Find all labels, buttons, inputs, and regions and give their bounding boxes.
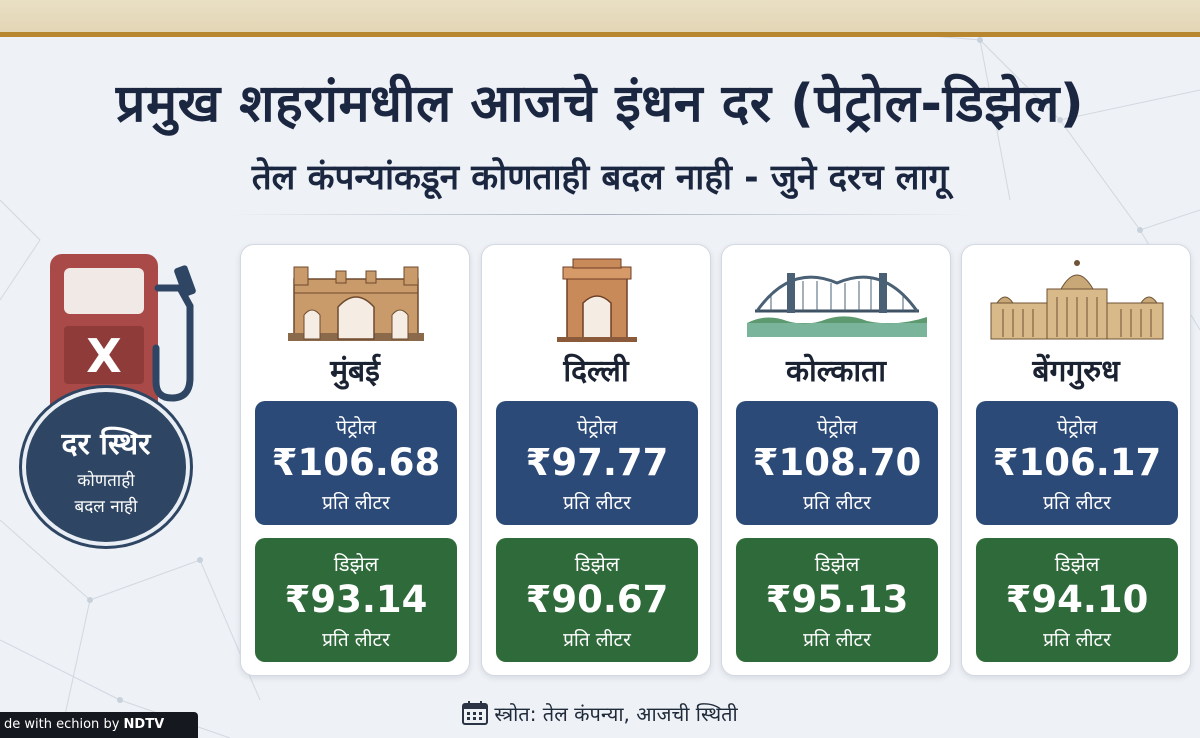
city-name: बेंगगुरुध	[1032, 354, 1120, 389]
petrol-price-box: पेट्रोल ₹106.68 प्रति लीटर	[255, 401, 457, 525]
status-badge: दर स्थिर कोणताही बदल नाही	[22, 388, 190, 546]
petrol-label: पेट्रोल	[335, 415, 377, 439]
petrol-unit: प्रति लीटर	[563, 492, 631, 514]
diesel-price: ₹93.14	[284, 578, 428, 621]
diesel-price-box: डिझेल ₹90.67 प्रति लीटर	[496, 538, 698, 662]
petrol-price-box: पेट्रोल ₹108.70 प्रति लीटर	[736, 401, 938, 525]
city-card-bengaluru: बेंगगुरुध पेट्रोल ₹106.17 प्रति लीटर डिझ…	[961, 244, 1191, 676]
credit-network: NDTV	[123, 717, 165, 732]
status-title: दर स्थिर	[61, 427, 151, 462]
diesel-price-box: डिझेल ₹93.14 प्रति लीटर	[255, 538, 457, 662]
diesel-price: ₹95.13	[765, 578, 909, 621]
subtitle-divider	[230, 214, 970, 215]
credit-brand: echion	[56, 717, 100, 732]
city-name: मुंबई	[330, 354, 380, 389]
diesel-unit: प्रति लीटर	[803, 629, 871, 651]
calendar-icon	[462, 701, 489, 725]
howrah-bridge-icon	[747, 273, 927, 337]
diesel-price: ₹90.67	[525, 578, 669, 621]
source-text: स्त्रोत: तेल कंपन्या, आजची स्थिती	[494, 702, 738, 726]
city-card-delhi: दिल्ली पेट्रोल ₹97.77 प्रति लीटर डिझेल ₹…	[481, 244, 711, 676]
status-text-line1: कोणताही	[77, 471, 135, 491]
diesel-label: डिझेल	[1054, 552, 1100, 576]
diesel-label: डिझेल	[814, 552, 860, 576]
gateway-of-india-icon	[288, 266, 424, 341]
city-name: कोल्काता	[785, 354, 887, 389]
diesel-price-box: डिझेल ₹94.10 प्रति लीटर	[976, 538, 1178, 662]
petrol-price-box: पेट्रोल ₹97.77 प्रति लीटर	[496, 401, 698, 525]
petrol-unit: प्रति लीटर	[1043, 492, 1111, 514]
diesel-unit: प्रति लीटर	[563, 629, 631, 651]
diesel-unit: प्रति लीटर	[322, 629, 390, 651]
diesel-unit: प्रति लीटर	[1043, 629, 1111, 651]
status-text-line2: बदल नाही	[74, 497, 138, 517]
diesel-price-box: डिझेल ₹95.13 प्रति लीटर	[736, 538, 938, 662]
vidhana-soudha-icon	[990, 260, 1164, 340]
petrol-label: पेट्रोल	[816, 415, 858, 439]
top-gold-rule	[0, 32, 1200, 37]
petrol-unit: प्रति लीटर	[322, 492, 390, 514]
city-card-kolkata: कोल्काता पेट्रोल ₹108.70 प्रति लीटर डिझे…	[721, 244, 951, 676]
petrol-label: पेट्रोल	[1056, 415, 1098, 439]
credit-watermark: de with echion by NDTV	[0, 712, 198, 738]
fuel-pump-icon: X	[50, 254, 196, 418]
city-card-mumbai: मुंबई पेट्रोल ₹106.68 प्रति लीटर डिझेल ₹…	[240, 244, 470, 676]
petrol-label: पेट्रोल	[576, 415, 618, 439]
source-note: स्त्रोत: तेल कंपन्या, आजची स्थिती	[0, 700, 1200, 727]
petrol-price-box: पेट्रोल ₹106.17 प्रति लीटर	[976, 401, 1178, 525]
page-subtitle: तेल कंपन्यांकडून कोणताही बदल नाही - जुने…	[251, 158, 949, 198]
city-name: दिल्ली	[563, 354, 629, 389]
petrol-price: ₹106.68	[271, 441, 441, 484]
top-band	[0, 0, 1200, 32]
credit-by: by	[99, 717, 124, 732]
diesel-label: डिझेल	[574, 552, 620, 576]
petrol-price: ₹106.17	[992, 441, 1162, 484]
diesel-price: ₹94.10	[1005, 578, 1149, 621]
india-gate-icon	[557, 258, 637, 342]
pump-symbol: X	[86, 329, 121, 383]
diesel-label: डिझेल	[333, 552, 379, 576]
credit-prefix: de with	[4, 717, 57, 732]
petrol-unit: प्रति लीटर	[803, 492, 871, 514]
page-title: प्रमुख शहरांमधील आजचे इंधन दर (पेट्रोल-ड…	[115, 74, 1085, 134]
petrol-price: ₹97.77	[525, 441, 669, 484]
petrol-price: ₹108.70	[752, 441, 922, 484]
